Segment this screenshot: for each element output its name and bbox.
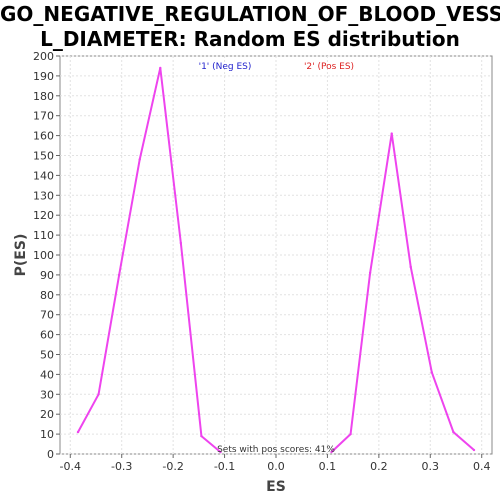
data-point xyxy=(368,271,372,275)
series-line-2 xyxy=(330,133,475,453)
chart-title-line1: GO_NEGATIVE_REGULATION_OF_BLOOD_VESSE xyxy=(0,2,500,26)
y-tick-label: 40 xyxy=(40,368,54,381)
data-point xyxy=(430,371,434,374)
data-point xyxy=(97,393,100,396)
y-tick-label: 100 xyxy=(33,249,54,262)
y-tick-label: 150 xyxy=(33,150,54,163)
x-tick-label: 0.1 xyxy=(319,460,337,473)
y-tick-label: 30 xyxy=(40,388,54,401)
x-tick-label: -0.4 xyxy=(60,460,81,473)
y-tick-label: 70 xyxy=(40,309,54,322)
y-tick-label: 80 xyxy=(40,289,54,302)
data-point xyxy=(179,241,183,245)
y-tick-label: 110 xyxy=(33,229,54,242)
y-tick-label: 20 xyxy=(40,408,54,421)
series-lines xyxy=(76,66,476,454)
y-tick-label: 190 xyxy=(33,70,54,83)
x-axis-title: ES xyxy=(266,479,286,495)
y-tick-label: 50 xyxy=(40,349,54,362)
y-tick-label: 200 xyxy=(33,50,54,63)
y-tick-label: 90 xyxy=(40,269,54,282)
y-tick-label: 170 xyxy=(33,110,54,123)
y-tick-label: 0 xyxy=(47,448,54,461)
x-tick-label: -0.1 xyxy=(214,460,235,473)
y-tick-label: 130 xyxy=(33,189,54,202)
data-point xyxy=(390,132,393,135)
y-tick-label: 140 xyxy=(33,169,54,182)
y-axis: 0 10 20 30 40 50 60 70 80 90 100 110 120 130 140 150 160… xyxy=(33,50,60,461)
data-point xyxy=(409,265,412,269)
data-point xyxy=(330,450,333,454)
data-point xyxy=(138,158,141,161)
legend-entry-2: '2' (Pos ES) xyxy=(304,62,354,72)
legend-entry-1: '1' (Neg ES) xyxy=(199,62,252,72)
x-tick-label: 0.2 xyxy=(370,460,388,473)
data-point xyxy=(159,66,162,70)
y-tick-label: 180 xyxy=(33,90,54,103)
x-tick-label: 0.4 xyxy=(473,460,491,473)
data-point xyxy=(349,432,352,436)
x-tick-label: -0.2 xyxy=(162,460,183,473)
data-point xyxy=(472,448,476,452)
y-tick-label: 10 xyxy=(40,428,54,441)
data-point xyxy=(452,430,455,434)
series-line-1 xyxy=(77,67,222,453)
chart-title-line2: L_DIAMETER: Random ES distribution xyxy=(40,27,460,51)
x-axis: -0.4 -0.3 -0.2 -0.1 0.0 0.1 0.2 0.3 0.4 xyxy=(60,454,491,473)
grid xyxy=(60,55,492,455)
data-point xyxy=(117,273,121,277)
legend: '1' (Neg ES) '2' (Pos ES) xyxy=(199,62,354,72)
y-tick-label: 160 xyxy=(33,130,54,143)
x-tick-label: -0.3 xyxy=(111,460,132,473)
data-point xyxy=(76,430,80,434)
data-point xyxy=(219,450,222,454)
data-point xyxy=(200,434,203,438)
y-tick-label: 60 xyxy=(40,329,54,342)
y-tick-label: 120 xyxy=(33,209,54,222)
pos-score-annotation: Sets with pos scores: 41% xyxy=(217,445,335,455)
chart-title: GO_NEGATIVE_REGULATION_OF_BLOOD_VESSE L_… xyxy=(0,2,500,52)
y-axis-title: P(ES) xyxy=(13,234,29,277)
x-tick-label: 0.0 xyxy=(267,460,285,473)
x-tick-label: 0.3 xyxy=(422,460,440,473)
